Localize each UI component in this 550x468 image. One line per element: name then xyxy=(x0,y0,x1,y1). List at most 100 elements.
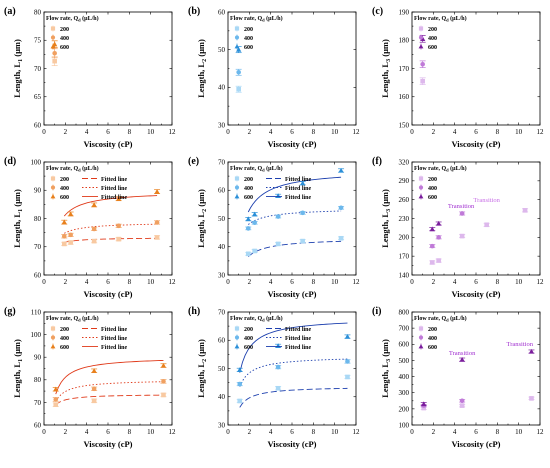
data-point xyxy=(154,235,160,240)
x-tick-label: 4 xyxy=(269,278,273,286)
series-400 xyxy=(52,379,167,402)
y-tick-label: 30 xyxy=(218,121,226,129)
fitted-line xyxy=(63,195,158,217)
data-point xyxy=(68,240,73,245)
y-tick-label: 60 xyxy=(218,337,226,345)
x-tick-label: 8 xyxy=(128,428,132,436)
legend-marker xyxy=(418,194,424,199)
x-tick-label: 2 xyxy=(64,428,68,436)
x-tick-label: 0 xyxy=(42,128,46,136)
x-tick-label: 2 xyxy=(432,128,436,136)
y-tick-label: 50 xyxy=(218,365,226,373)
y-tick-label: 30 xyxy=(218,271,226,279)
data-point xyxy=(338,235,344,241)
legend-marker xyxy=(234,26,240,31)
data-point xyxy=(300,238,305,244)
legend-marker xyxy=(234,185,240,190)
legend-title: Flow rate, Qd (μL/h) xyxy=(230,15,283,23)
x-tick-label: 2 xyxy=(248,428,252,436)
series-200 xyxy=(419,77,426,85)
chart-panel-h: 0 2 4 6 8 10 12 30 40 50 60 70 Viscosity (cP) Length,… xyxy=(188,306,360,449)
x-tick-label: 8 xyxy=(312,428,316,436)
legend-item-200: 200 xyxy=(418,325,437,333)
legend-marker xyxy=(234,344,240,349)
legend-title: Flow rate, Qd (μL/h) xyxy=(46,15,99,23)
data-point xyxy=(91,226,97,232)
legend-item-600: 600 Fitted line xyxy=(50,193,127,201)
y-tick-label: 110 xyxy=(31,308,42,316)
legend-marker xyxy=(418,185,424,190)
data-point xyxy=(300,210,305,216)
legend-item-400: 400 xyxy=(234,34,253,42)
data-point xyxy=(91,386,97,392)
data-point xyxy=(436,258,441,263)
data-point xyxy=(420,61,425,67)
data-point xyxy=(116,223,121,229)
legend-marker xyxy=(50,344,56,349)
y-tick-label: 190 xyxy=(399,8,410,16)
legend-marker xyxy=(418,326,424,331)
legend-marker xyxy=(50,335,56,340)
legend-label: 200 xyxy=(428,177,437,183)
y-tick-label: 170 xyxy=(399,65,410,73)
x-axis-label: Viscosity (cP) xyxy=(267,139,316,149)
x-tick-label: 6 xyxy=(474,278,478,286)
data-point xyxy=(421,405,427,411)
x-tick-label: 6 xyxy=(474,128,478,136)
x-tick-label: 12 xyxy=(537,278,545,286)
fitted-line xyxy=(55,394,164,406)
legend-item-200: 200 xyxy=(50,25,69,33)
panel-label: (c) xyxy=(372,6,383,17)
x-tick-label: 12 xyxy=(537,128,545,136)
x-tick-label: 12 xyxy=(353,428,361,436)
legend-label: 600 xyxy=(428,45,437,51)
x-tick-label: 2 xyxy=(432,278,436,286)
y-tick-label: 80 xyxy=(34,8,42,16)
y-tick-label: 90 xyxy=(34,187,42,195)
legend-marker xyxy=(50,44,56,49)
legend-label: 200 xyxy=(428,27,437,33)
y-tick-label: 50 xyxy=(218,215,226,223)
legend-item-200: 200 Fitted line xyxy=(50,175,127,183)
data-point xyxy=(275,214,281,219)
legend-label: 400 xyxy=(244,336,253,342)
y-tick-label: 60 xyxy=(34,271,42,279)
series-400 xyxy=(420,398,466,408)
data-point xyxy=(52,50,57,56)
legend-label: 400 xyxy=(60,36,69,42)
data-point xyxy=(529,396,534,401)
data-point xyxy=(160,362,167,368)
annotation-transition: Transition xyxy=(473,197,500,204)
y-tick-label: 50 xyxy=(218,46,226,54)
panel-label: (f) xyxy=(372,156,382,167)
data-point xyxy=(459,403,465,408)
fitted-line xyxy=(239,358,348,387)
legend-label: 200 xyxy=(428,327,437,333)
y-axis-label: Length, L3 (μm) xyxy=(380,339,392,398)
data-point xyxy=(459,398,465,404)
fitted-line xyxy=(55,381,164,402)
data-point xyxy=(275,385,281,391)
legend-item-200: 200 Fitted line xyxy=(50,325,127,333)
x-tick-label: 6 xyxy=(474,428,478,436)
x-tick-label: 10 xyxy=(515,128,523,136)
legend-marker xyxy=(418,344,424,349)
panel-label: (g) xyxy=(4,306,16,317)
series-400 xyxy=(419,60,426,69)
data-point xyxy=(459,233,465,239)
legend-label: 200 xyxy=(244,177,253,183)
y-tick-label: 140 xyxy=(399,271,410,279)
y-tick-label: 75 xyxy=(34,37,42,45)
x-tick-label: 0 xyxy=(410,428,414,436)
x-tick-label: 8 xyxy=(128,128,132,136)
data-point xyxy=(53,402,59,407)
y-tick-label: 200 xyxy=(399,405,410,413)
x-tick-label: 10 xyxy=(147,128,155,136)
data-point xyxy=(237,398,243,404)
legend-marker xyxy=(418,335,424,340)
legend-label: 600 xyxy=(244,195,253,201)
x-tick-label: 2 xyxy=(64,128,68,136)
y-tick-label: 600 xyxy=(399,341,410,349)
panel-label: (i) xyxy=(372,306,381,317)
